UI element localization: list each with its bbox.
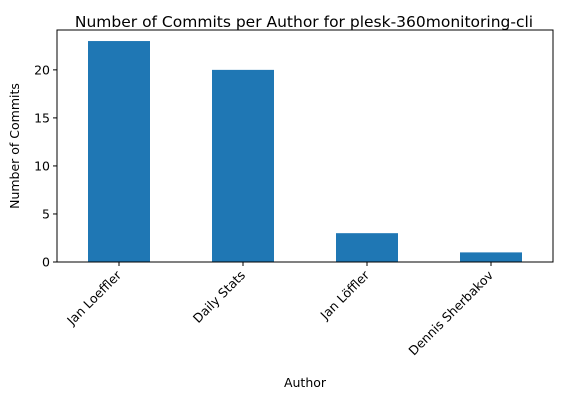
y-tick-label: 0 (42, 255, 50, 270)
x-tick-label: Jan Löffler (317, 267, 373, 323)
x-tick-label: Jan Loeffler (63, 267, 125, 329)
x-tick-label: Dennis Sherbakov (405, 267, 496, 358)
x-axis-label: Author (284, 375, 327, 390)
y-axis: 0 5 10 15 20 (34, 62, 57, 270)
y-tick-label: 10 (34, 158, 50, 173)
x-tick-label: Daily Stats (190, 268, 248, 326)
bar-3 (336, 233, 398, 262)
x-axis: Jan Loeffler Daily Stats Jan Löffler Dennis… (63, 262, 497, 358)
y-axis-label: Number of Commits (7, 83, 22, 209)
bars-group (88, 41, 522, 262)
bar-1 (88, 41, 150, 262)
y-tick-label: 20 (34, 62, 50, 77)
y-tick-label: 5 (42, 206, 50, 221)
y-tick-label: 15 (34, 110, 50, 125)
chart-title: Number of Commits per Author for plesk-3… (75, 13, 533, 31)
bar-4 (460, 252, 522, 262)
bar-2 (212, 69, 274, 262)
plot-frame (56, 29, 554, 263)
